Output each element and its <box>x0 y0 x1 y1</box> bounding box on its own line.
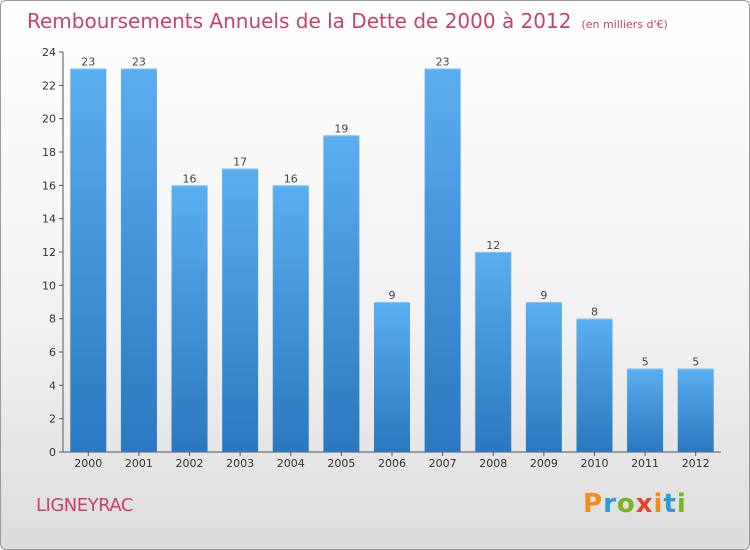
data-label: 23 <box>81 56 95 69</box>
y-tick-label: 2 <box>49 413 56 426</box>
proxiti-logo: Proxiti <box>583 489 687 519</box>
logo-letter: i <box>676 489 687 519</box>
chart-bars: 23 23 16 17 16 19 9 23 12 9 8 5 5 <box>70 56 714 453</box>
x-tick-label: 2010 <box>580 457 608 470</box>
y-tick-label: 8 <box>49 313 56 326</box>
x-tick-label: 2011 <box>631 457 659 470</box>
y-tick-label: 14 <box>42 213 56 226</box>
data-label: 16 <box>284 172 298 185</box>
bar <box>70 68 107 453</box>
logo-letter: o <box>616 489 636 519</box>
y-tick-label: 16 <box>42 179 56 192</box>
logo-letter: t <box>663 489 677 519</box>
data-label: 8 <box>591 306 598 319</box>
data-label: 9 <box>540 289 547 302</box>
bar <box>576 318 613 452</box>
data-label: 23 <box>436 56 450 69</box>
bar <box>120 68 157 453</box>
chart-subtitle: (en milliers d'€) <box>581 18 668 31</box>
x-tick-label: 2004 <box>277 457 305 470</box>
bar <box>525 302 562 452</box>
data-label: 12 <box>486 239 500 252</box>
bar <box>424 68 461 453</box>
y-tick-label: 24 <box>42 46 56 59</box>
data-label: 23 <box>132 56 146 69</box>
bar <box>627 368 664 452</box>
x-tick-label: 2006 <box>378 457 406 470</box>
x-tick-label: 2008 <box>479 457 507 470</box>
bar <box>475 252 512 452</box>
bar <box>171 185 208 453</box>
x-tick-label: 2012 <box>682 457 710 470</box>
x-tick-label: 2001 <box>125 457 153 470</box>
logo-letter: r <box>603 489 617 519</box>
y-tick-label: 18 <box>42 146 56 159</box>
chart-title-text: Remboursements Annuels de la Dette de 20… <box>27 9 572 33</box>
bar <box>323 135 360 453</box>
bar <box>222 168 259 452</box>
bar <box>374 302 410 452</box>
x-tick-label: 2007 <box>429 457 457 470</box>
chart-title: Remboursements Annuels de la Dette de 20… <box>27 9 668 33</box>
bar <box>272 185 309 453</box>
commune-name: LIGNEYRAC <box>36 495 133 516</box>
y-tick-label: 4 <box>49 379 56 392</box>
data-label: 16 <box>183 172 197 185</box>
y-tick-label: 0 <box>49 446 56 459</box>
y-tick-label: 6 <box>49 346 56 359</box>
y-tick-label: 10 <box>42 279 56 292</box>
data-label: 19 <box>334 122 348 135</box>
y-tick-label: 22 <box>42 79 56 92</box>
logo-letter: x <box>635 489 654 519</box>
x-tick-label: 2003 <box>226 457 254 470</box>
data-label: 17 <box>233 156 247 169</box>
data-label: 9 <box>389 289 396 302</box>
logo-letter: P <box>583 489 604 519</box>
x-tick-label: 2002 <box>176 457 204 470</box>
y-tick-label: 12 <box>42 246 56 259</box>
x-tick-label: 2009 <box>530 457 558 470</box>
data-label: 5 <box>692 356 699 369</box>
y-tick-label: 20 <box>42 113 56 126</box>
data-label: 5 <box>642 356 649 369</box>
x-tick-label: 2005 <box>327 457 355 470</box>
logo-letter: i <box>653 489 664 519</box>
bar <box>677 368 714 452</box>
x-tick-label: 2000 <box>74 457 102 470</box>
